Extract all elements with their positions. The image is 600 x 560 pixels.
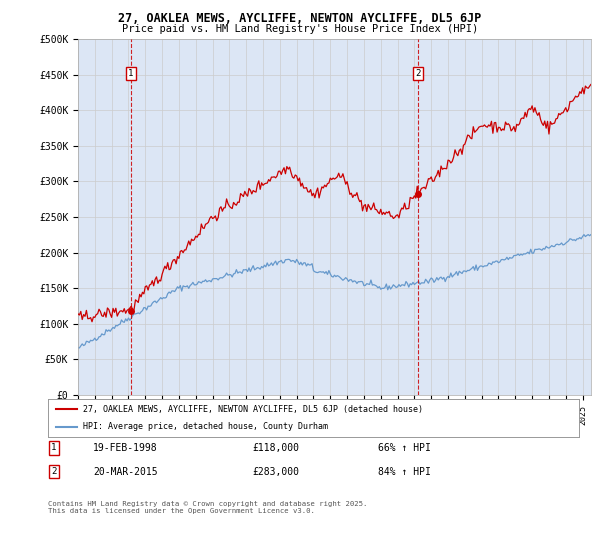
Text: 1: 1 [128, 69, 133, 78]
Text: 2: 2 [415, 69, 421, 78]
Text: 1: 1 [52, 444, 56, 452]
Text: 27, OAKLEA MEWS, AYCLIFFE, NEWTON AYCLIFFE, DL5 6JP (detached house): 27, OAKLEA MEWS, AYCLIFFE, NEWTON AYCLIF… [83, 404, 422, 413]
Text: 19-FEB-1998: 19-FEB-1998 [93, 443, 158, 453]
Text: HPI: Average price, detached house, County Durham: HPI: Average price, detached house, Coun… [83, 422, 328, 431]
Text: Contains HM Land Registry data © Crown copyright and database right 2025.
This d: Contains HM Land Registry data © Crown c… [48, 501, 367, 514]
Text: 27, OAKLEA MEWS, AYCLIFFE, NEWTON AYCLIFFE, DL5 6JP: 27, OAKLEA MEWS, AYCLIFFE, NEWTON AYCLIF… [118, 12, 482, 25]
Text: £118,000: £118,000 [252, 443, 299, 453]
Text: £283,000: £283,000 [252, 466, 299, 477]
Text: 20-MAR-2015: 20-MAR-2015 [93, 466, 158, 477]
Text: 66% ↑ HPI: 66% ↑ HPI [378, 443, 431, 453]
Text: 2: 2 [52, 467, 56, 476]
Text: 84% ↑ HPI: 84% ↑ HPI [378, 466, 431, 477]
Text: Price paid vs. HM Land Registry's House Price Index (HPI): Price paid vs. HM Land Registry's House … [122, 24, 478, 34]
